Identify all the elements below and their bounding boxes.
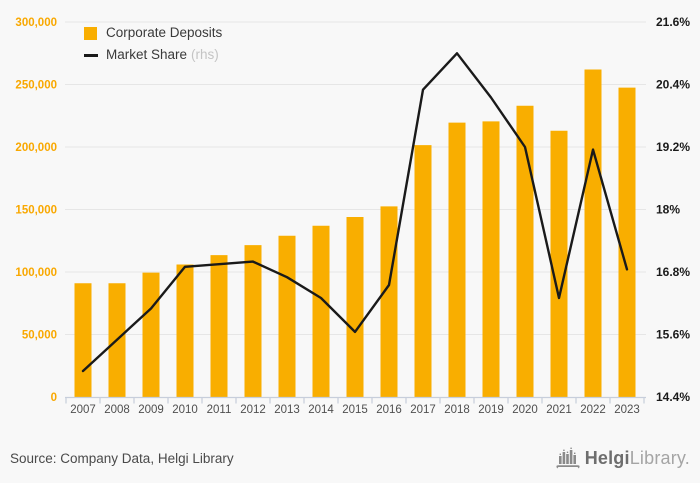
logo-text-helgi: Helgi <box>584 447 630 468</box>
x-axis-label: 2018 <box>444 404 470 416</box>
legend-suffix-rhs: (rhs) <box>191 47 219 62</box>
footer: Source: Company Data, Helgi Library Helg… <box>10 444 690 472</box>
left-axis-label: 250,000 <box>15 80 57 92</box>
x-axis-label: 2015 <box>342 404 368 416</box>
right-axis-label: 18% <box>656 203 680 217</box>
bar-2011 <box>210 255 228 398</box>
x-axis-label: 2014 <box>308 404 334 416</box>
logo-text: HelgiLibrary. <box>585 448 690 469</box>
source-text: Source: Company Data, Helgi Library <box>10 450 234 466</box>
right-axis-label: 21.6% <box>656 15 690 29</box>
left-axis-label: 50,000 <box>22 330 57 342</box>
x-axis-label: 2007 <box>70 404 96 416</box>
bar-2014 <box>312 225 330 398</box>
right-axis-label: 14.4% <box>656 390 690 404</box>
legend-item-market-share: Market Share (rhs) <box>84 48 222 62</box>
x-axis-label: 2017 <box>410 404 436 416</box>
x-axis-label: 2013 <box>274 404 300 416</box>
right-axis-label: 15.6% <box>656 328 690 342</box>
market-share-line <box>81 52 629 373</box>
bar-2009 <box>142 272 160 398</box>
x-axis-label: 2021 <box>546 404 572 416</box>
x-axis-label: 2009 <box>138 404 164 416</box>
bar-2007 <box>74 283 92 398</box>
x-axis-label: 2022 <box>580 404 606 416</box>
right-axis-label: 19.2% <box>656 140 690 154</box>
chart-canvas: 0 14.4% 50,000 15.6% 100,000 16.8% 150,000 18% 2… <box>15 15 690 416</box>
bar-2019 <box>482 121 500 398</box>
x-axis-label: 2023 <box>614 404 640 416</box>
left-axis-label: 0 <box>51 392 57 404</box>
bar-2018 <box>448 122 466 398</box>
bar-2023 <box>618 87 636 398</box>
x-axis-label: 2011 <box>207 404 232 416</box>
left-axis-label: 300,000 <box>15 17 57 29</box>
x-axis-label: 2019 <box>478 404 504 416</box>
bar-2010 <box>176 264 194 398</box>
left-axis-label: 100,000 <box>15 267 57 279</box>
x-axis-label: 2020 <box>512 404 538 416</box>
x-axis-label: 2012 <box>240 404 266 416</box>
chart-legend: Corporate Deposits Market Share (rhs) <box>84 26 222 62</box>
bar-2013 <box>278 235 296 398</box>
legend-label-corporate-deposits: Corporate Deposits <box>106 25 223 40</box>
bar-2022 <box>584 69 602 398</box>
bar-2017 <box>414 145 432 398</box>
bar-2012 <box>244 245 262 398</box>
bar-2016 <box>380 206 398 398</box>
x-axis-label: 2010 <box>172 404 198 416</box>
bar-2021 <box>550 130 568 398</box>
left-axis-label: 200,000 <box>15 142 57 154</box>
bar-2020 <box>516 105 534 398</box>
x-axis-label: 2008 <box>104 404 130 416</box>
legend-item-corporate-deposits: Corporate Deposits <box>84 26 222 40</box>
helgi-library-logo[interactable]: HelgiLibrary. <box>556 447 690 469</box>
right-axis-label: 16.8% <box>656 265 690 279</box>
right-axis-label: 20.4% <box>656 78 690 92</box>
skyline-icon <box>556 447 580 469</box>
logo-text-library: Library. <box>629 447 690 468</box>
bar-2015 <box>346 217 364 398</box>
bar-swatch-icon <box>84 26 97 40</box>
line-swatch-icon <box>84 53 98 57</box>
x-axis-label: 2016 <box>376 404 402 416</box>
legend-label-market-share: Market Share <box>106 47 188 62</box>
left-axis-label: 150,000 <box>15 205 57 217</box>
